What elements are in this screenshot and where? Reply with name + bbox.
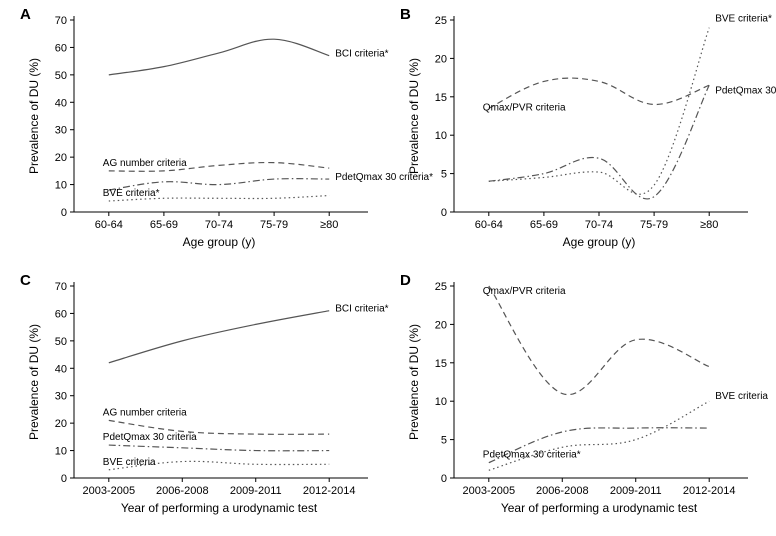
- ytick-label: 0: [441, 473, 447, 485]
- x-axis-title: Year of performing a urodynamic test: [501, 501, 698, 515]
- ytick-label: 5: [441, 435, 447, 447]
- xtick-label: 2006-2008: [536, 485, 589, 497]
- ytick-label: 25: [435, 281, 447, 293]
- panel-D-svg: 0 5 10 15 20 25 2003-2005 2006-2008 2009-2011 201…: [0, 0, 776, 536]
- figure-root: A01020304050607060-6465-6970-7475-79≥80A…: [0, 0, 776, 536]
- series-label: PdetQmax 30 criteria*: [483, 450, 581, 461]
- ytick-label: 10: [435, 396, 447, 408]
- ytick-label: 15: [435, 358, 447, 370]
- series-label: BVE criteria: [715, 391, 768, 402]
- ytick-label: 20: [435, 319, 447, 331]
- xtick-label: 2009-2011: [610, 485, 662, 497]
- xtick-label: 2003-2005: [462, 485, 515, 497]
- y-axis-title: Prevalence of DU (%): [407, 324, 421, 440]
- series-label: Qmax/PVR criteria: [483, 286, 566, 297]
- series-line: [489, 286, 709, 395]
- xtick-label: 2012-2014: [683, 485, 736, 497]
